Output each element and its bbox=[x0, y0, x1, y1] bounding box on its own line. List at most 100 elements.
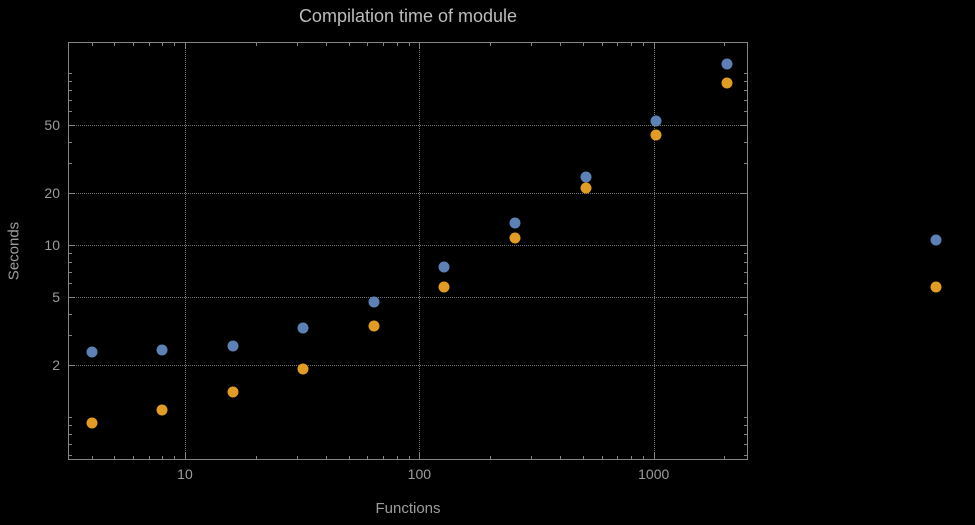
data-point-series-2 bbox=[156, 404, 168, 416]
x-tick-mark bbox=[255, 456, 257, 459]
y-tick-mark bbox=[744, 313, 747, 315]
x-tick-mark bbox=[617, 456, 619, 459]
y-tick-mark bbox=[744, 433, 747, 435]
x-tick-mark bbox=[184, 453, 186, 459]
y-tick-mark bbox=[744, 335, 747, 337]
x-axis-label: Functions bbox=[375, 500, 441, 517]
y-tick-label: 2 bbox=[52, 357, 60, 374]
y-tick-label: 5 bbox=[52, 288, 60, 305]
x-tick-mark bbox=[162, 43, 164, 46]
x-tick-mark bbox=[348, 43, 350, 46]
y-tick-mark bbox=[744, 163, 747, 165]
y-gridline bbox=[69, 365, 747, 367]
legend-marker-1 bbox=[930, 234, 942, 246]
x-tick-mark bbox=[560, 43, 562, 46]
y-tick-mark bbox=[744, 99, 747, 101]
x-tick-mark bbox=[174, 43, 176, 46]
x-tick-mark bbox=[531, 456, 533, 459]
x-tick-label: 10 bbox=[177, 466, 193, 482]
x-tick-mark bbox=[174, 456, 176, 459]
x-gridline bbox=[419, 43, 421, 459]
y-tick-mark bbox=[744, 455, 747, 457]
data-point-series-2 bbox=[509, 232, 521, 244]
y-tick-mark bbox=[744, 261, 747, 263]
data-point-series-2 bbox=[650, 129, 662, 141]
data-point-series-2 bbox=[86, 417, 98, 429]
y-tick-label: 50 bbox=[44, 117, 60, 133]
x-tick-mark bbox=[367, 43, 369, 46]
y-tick-mark bbox=[744, 111, 747, 113]
chart-title: Compilation time of module bbox=[298, 6, 518, 26]
y-tick-mark bbox=[69, 424, 72, 426]
y-tick-mark bbox=[741, 125, 747, 126]
y-tick-mark bbox=[69, 245, 75, 247]
y-gridline bbox=[69, 296, 747, 298]
data-point-series-1 bbox=[580, 171, 592, 183]
x-tick-mark bbox=[643, 456, 644, 459]
x-tick-mark bbox=[601, 456, 603, 459]
x-tick-mark bbox=[396, 456, 398, 459]
x-tick-mark bbox=[643, 43, 644, 46]
data-point-series-1 bbox=[438, 261, 450, 273]
x-tick-mark bbox=[489, 456, 491, 459]
data-point-series-1 bbox=[86, 346, 98, 358]
x-tick-mark bbox=[255, 43, 257, 46]
data-point-series-1 bbox=[156, 344, 168, 356]
x-tick-mark bbox=[132, 456, 134, 459]
data-point-series-1 bbox=[368, 296, 380, 307]
data-point-series-1 bbox=[509, 217, 521, 229]
y-tick-mark bbox=[744, 141, 747, 143]
x-tick-mark bbox=[724, 456, 726, 459]
x-tick-mark bbox=[132, 43, 134, 46]
data-point-series-1 bbox=[297, 322, 309, 334]
y-tick-mark bbox=[69, 89, 72, 91]
x-tick-mark bbox=[631, 43, 633, 46]
y-tick-mark bbox=[744, 417, 747, 419]
x-tick-mark bbox=[583, 43, 585, 46]
plot-area bbox=[68, 42, 748, 460]
x-tick-mark bbox=[348, 456, 350, 459]
data-point-series-1 bbox=[721, 58, 733, 70]
y-tick-mark bbox=[69, 271, 72, 273]
y-tick-mark bbox=[69, 81, 72, 83]
y-tick-mark bbox=[744, 424, 747, 426]
data-point-series-2 bbox=[297, 363, 309, 375]
y-tick-mark bbox=[744, 81, 747, 83]
y-tick-label: 20 bbox=[44, 185, 60, 202]
x-tick-mark bbox=[162, 456, 164, 459]
y-tick-mark bbox=[69, 365, 75, 367]
x-tick-mark bbox=[148, 456, 150, 459]
y-tick-mark bbox=[69, 193, 75, 195]
y-tick-mark bbox=[741, 245, 747, 247]
y-tick-mark bbox=[69, 313, 72, 315]
x-tick-mark bbox=[326, 43, 328, 46]
x-tick-mark bbox=[91, 456, 93, 459]
y-tick-mark bbox=[69, 443, 72, 445]
y-gridline bbox=[69, 245, 747, 247]
x-tick-mark bbox=[114, 43, 116, 46]
x-tick-label: 1000 bbox=[638, 466, 670, 482]
y-tick-mark bbox=[69, 283, 72, 285]
data-point-series-2 bbox=[580, 182, 592, 194]
x-tick-label: 100 bbox=[407, 466, 432, 482]
x-tick-mark bbox=[560, 456, 562, 459]
y-tick-mark bbox=[741, 193, 747, 195]
x-tick-mark bbox=[583, 456, 585, 459]
x-tick-mark bbox=[408, 456, 410, 459]
x-gridline bbox=[184, 43, 186, 459]
x-tick-mark bbox=[724, 43, 726, 46]
y-tick-mark bbox=[69, 125, 75, 126]
y-tick-mark bbox=[69, 433, 72, 435]
x-tick-mark bbox=[326, 456, 328, 459]
legend-marker-2 bbox=[930, 281, 942, 293]
x-tick-mark bbox=[617, 43, 619, 46]
x-tick-mark bbox=[383, 456, 385, 459]
y-tick-mark bbox=[69, 455, 72, 457]
x-tick-mark bbox=[396, 43, 398, 46]
x-tick-mark bbox=[419, 43, 421, 49]
y-tick-mark bbox=[744, 253, 747, 255]
x-tick-mark bbox=[148, 43, 150, 46]
y-tick-mark bbox=[69, 335, 72, 337]
y-tick-mark bbox=[69, 417, 72, 419]
